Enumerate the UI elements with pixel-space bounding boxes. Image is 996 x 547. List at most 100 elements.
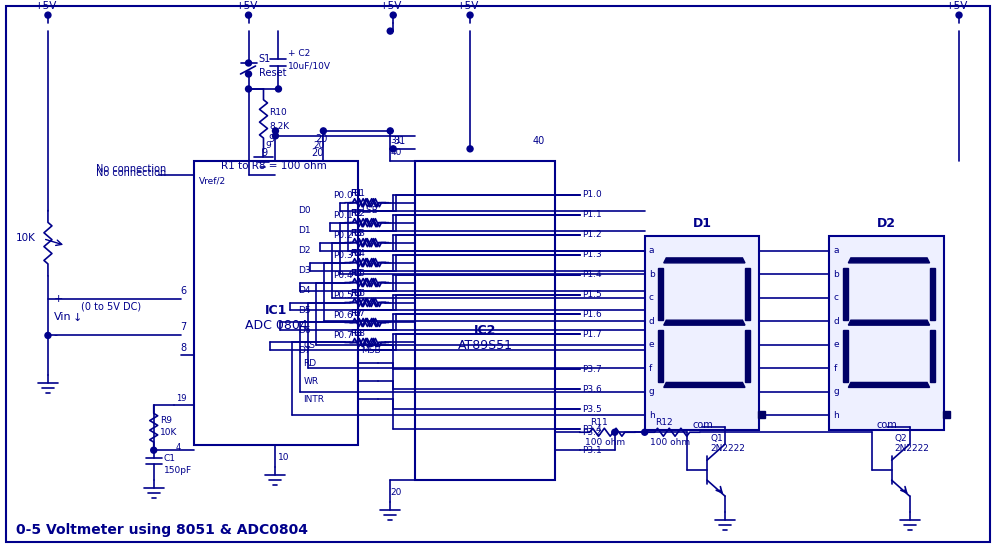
Text: R2: R2 [351, 209, 363, 218]
Bar [193, 161, 359, 445]
Text: R11: R11 [590, 418, 608, 427]
Polygon shape [658, 330, 663, 382]
Polygon shape [849, 320, 929, 325]
Text: R9: R9 [159, 416, 171, 425]
Bar [830, 236, 944, 430]
Text: LSB: LSB [362, 206, 378, 215]
Text: -: - [54, 330, 58, 340]
Text: R7: R7 [354, 309, 366, 318]
Text: 7: 7 [180, 323, 187, 333]
Text: com: com [692, 420, 713, 430]
Text: R8: R8 [354, 329, 366, 338]
Text: b: b [834, 270, 839, 278]
Text: R5: R5 [351, 269, 363, 278]
Text: MSB: MSB [362, 346, 380, 355]
Text: P3.5: P3.5 [582, 405, 602, 414]
Text: P1.4: P1.4 [582, 270, 602, 279]
Text: R1: R1 [351, 189, 363, 198]
Text: Reset: Reset [259, 68, 286, 78]
Circle shape [273, 133, 279, 139]
Text: P1.0: P1.0 [582, 190, 602, 199]
Text: P0.1: P0.1 [334, 211, 354, 220]
Text: R3: R3 [351, 229, 363, 238]
Polygon shape [930, 330, 935, 382]
Text: 10uF/10V: 10uF/10V [289, 61, 332, 71]
Circle shape [45, 12, 51, 18]
Text: R8: R8 [351, 329, 363, 338]
Text: h: h [648, 411, 654, 420]
Circle shape [467, 12, 473, 18]
Text: com: com [876, 420, 897, 430]
Text: D7: D7 [299, 346, 311, 355]
Text: a: a [648, 246, 654, 255]
Text: 150pF: 150pF [163, 465, 192, 475]
Text: R3: R3 [354, 229, 366, 238]
Text: ADC 0804: ADC 0804 [245, 319, 308, 332]
Text: 10K: 10K [16, 232, 36, 243]
Polygon shape [930, 268, 935, 320]
Circle shape [273, 128, 279, 134]
Text: 40: 40 [533, 136, 545, 146]
Text: P0.7: P0.7 [334, 331, 354, 340]
Text: f: f [834, 364, 837, 373]
Polygon shape [745, 268, 750, 320]
Text: 20: 20 [316, 134, 328, 144]
Text: Vref/2: Vref/2 [198, 176, 226, 185]
Text: P3.6: P3.6 [582, 385, 602, 394]
Circle shape [321, 128, 327, 134]
Text: IC1: IC1 [265, 304, 287, 317]
Text: R2: R2 [354, 209, 366, 218]
Text: 100 ohm: 100 ohm [649, 438, 690, 447]
Text: 4: 4 [175, 443, 181, 452]
Text: (0 to 5V DC): (0 to 5V DC) [81, 301, 141, 311]
Text: P0.3: P0.3 [334, 251, 354, 260]
Text: R5: R5 [351, 269, 363, 278]
Circle shape [612, 429, 618, 435]
Text: a: a [834, 246, 839, 255]
Text: P3.4: P3.4 [582, 425, 602, 434]
Text: R1: R1 [354, 189, 366, 198]
Text: 31: 31 [390, 136, 401, 146]
Text: R4: R4 [351, 249, 363, 258]
Text: 10: 10 [278, 453, 289, 462]
Circle shape [641, 429, 647, 435]
Circle shape [246, 12, 252, 18]
Text: 6: 6 [180, 286, 187, 295]
Text: D1: D1 [299, 226, 311, 235]
Text: 9: 9 [262, 148, 268, 158]
Text: No connection: No connection [96, 164, 166, 174]
Polygon shape [663, 382, 745, 387]
Text: INTR: INTR [304, 395, 325, 404]
Text: 19: 19 [175, 394, 186, 403]
Text: P3.2: P3.2 [582, 428, 602, 437]
Text: 9: 9 [269, 134, 275, 144]
Circle shape [246, 60, 252, 66]
Polygon shape [663, 258, 745, 263]
Text: g: g [834, 387, 839, 396]
Text: 20: 20 [314, 141, 325, 150]
Text: P1.5: P1.5 [582, 290, 602, 299]
Text: RD: RD [304, 359, 317, 368]
Polygon shape [658, 268, 663, 320]
Polygon shape [758, 411, 765, 418]
Text: R1: R1 [351, 189, 363, 198]
Text: R4: R4 [351, 249, 363, 258]
Circle shape [45, 333, 51, 339]
Text: P0.6: P0.6 [334, 311, 354, 320]
Text: No connection: No connection [96, 168, 166, 178]
Polygon shape [843, 330, 848, 382]
Text: R7: R7 [351, 309, 363, 318]
Text: D2: D2 [877, 217, 896, 230]
Text: +5V: +5V [946, 1, 968, 11]
Circle shape [276, 86, 282, 92]
Polygon shape [663, 320, 745, 325]
Text: +5V: +5V [235, 1, 258, 11]
Text: 8: 8 [180, 344, 187, 353]
Text: AT89S51: AT89S51 [457, 339, 513, 352]
Circle shape [956, 12, 962, 18]
Circle shape [150, 447, 156, 453]
Text: 0-5 Voltmeter using 8051 & ADC0804: 0-5 Voltmeter using 8051 & ADC0804 [16, 523, 308, 537]
Text: 2N2222: 2N2222 [710, 444, 745, 453]
Text: P0.2: P0.2 [334, 231, 353, 240]
Polygon shape [849, 382, 929, 387]
